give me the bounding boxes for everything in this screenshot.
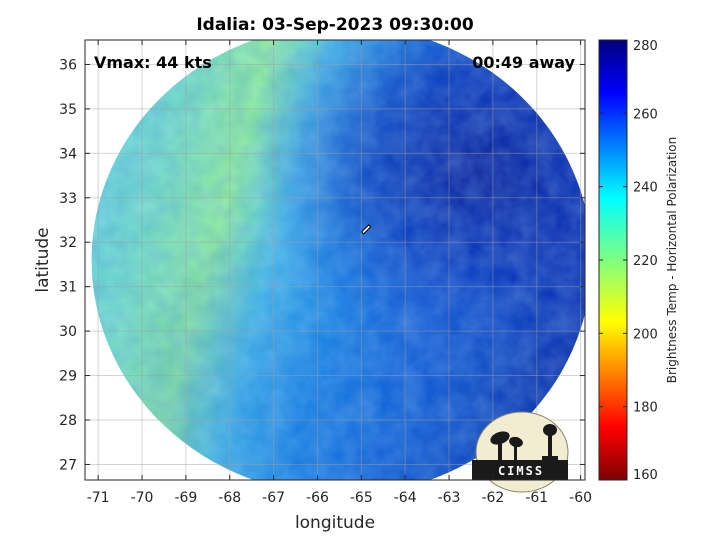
map-title: Idalia: 03-Sep-2023 09:30:00 — [196, 15, 473, 35]
microwave-swath — [91, 40, 585, 480]
colorbar-gradient — [598, 39, 628, 481]
y-tick-label: 29 — [59, 369, 77, 385]
time-away-label: 00:49 away — [472, 53, 575, 72]
y-tick-label: 34 — [59, 146, 77, 162]
x-tick-label: -62 — [481, 490, 504, 506]
colorbar-tick-label: 260 — [633, 107, 658, 122]
y-tick-label: 32 — [59, 235, 77, 251]
cimss-logo-text: CIMSS — [498, 464, 544, 478]
x-tick-label: -64 — [394, 490, 417, 506]
x-axis-label: longitude — [295, 513, 375, 533]
colorbar-ticks: 160 180 200 220 240 260 280 — [599, 39, 658, 483]
longitude-grid — [97, 40, 582, 480]
x-tick-label: -69 — [174, 490, 197, 506]
x-tick-label: -65 — [350, 490, 373, 506]
colorbar-tick-label: 180 — [633, 401, 658, 416]
y-tick-label: 27 — [59, 457, 77, 473]
y-tick-label: 31 — [59, 280, 77, 296]
x-tick-label: -68 — [218, 490, 241, 506]
colorbar-tick-label: 280 — [633, 39, 658, 54]
storm-center-marker — [360, 224, 372, 235]
colorbar: 160 180 200 220 240 260 280 Brightness Temp - … — [598, 39, 679, 483]
colorbar-tick-label: 160 — [633, 468, 658, 483]
axes-frame — [84, 39, 586, 481]
colorbar-tick-label: 240 — [633, 181, 658, 196]
x-tick-label: -66 — [306, 490, 329, 506]
colorbar-label: Brightness Temp - Horizontal Polarizatio… — [665, 137, 679, 384]
y-tick-label: 33 — [59, 191, 77, 207]
x-tick-label: -71 — [87, 490, 110, 506]
y-tick-label: 30 — [59, 324, 77, 340]
colorbar-tick-label: 220 — [633, 254, 658, 269]
y-axis-label: latitude — [33, 227, 53, 292]
colorbar-tick-label: 200 — [633, 327, 658, 342]
y-axis-ticks: 27 28 29 30 31 32 33 34 35 36 — [59, 57, 585, 473]
y-tick-label: 36 — [59, 57, 77, 73]
x-axis-ticks: -71 -70 -69 -68 -67 -66 -65 -64 -63 -62 -61 -60 — [87, 40, 592, 506]
x-tick-label: -60 — [569, 490, 592, 506]
y-tick-label: 35 — [59, 102, 77, 118]
latitude-grid — [85, 63, 585, 465]
x-tick-label: -67 — [262, 490, 285, 506]
vmax-label: Vmax: 44 kts — [94, 53, 212, 72]
cimss-logo: CIMSS — [472, 411, 569, 493]
y-tick-label: 28 — [59, 413, 77, 429]
x-tick-label: -61 — [525, 490, 548, 506]
x-tick-label: -70 — [131, 490, 154, 506]
x-tick-label: -63 — [438, 490, 461, 506]
